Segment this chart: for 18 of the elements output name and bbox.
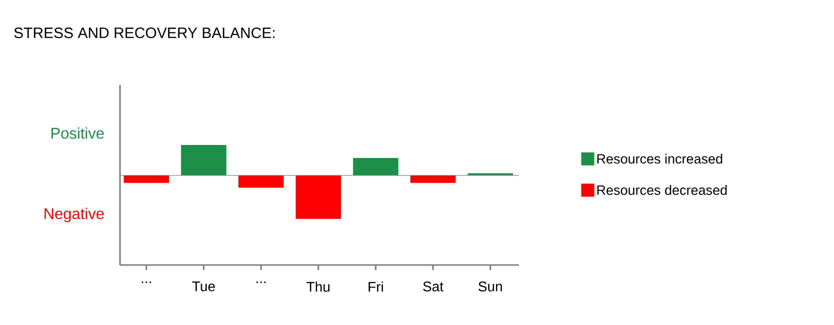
x-tick-label: ...	[256, 282, 266, 284]
x-tick-label: ...	[142, 282, 151, 284]
legend-label: Resources increased	[597, 154, 722, 164]
x-tick-label: Fri	[368, 282, 383, 292]
text: Negative	[44, 208, 104, 222]
bar	[353, 158, 398, 176]
x-tick-label: Thu	[306, 282, 330, 292]
x-tick-label: Tue	[192, 282, 215, 292]
bar	[181, 145, 226, 176]
text: Positive	[52, 127, 104, 139]
chart-title: STRESS AND RECOVERY BALANCE:	[14, 28, 274, 38]
legend-label: Resources decreased	[597, 184, 727, 195]
bar	[238, 175, 284, 188]
bar	[124, 175, 170, 183]
bar	[296, 175, 342, 219]
bar	[410, 175, 456, 183]
x-tick-label: Sun	[478, 282, 502, 292]
x-tick-label: Sat	[423, 282, 444, 292]
